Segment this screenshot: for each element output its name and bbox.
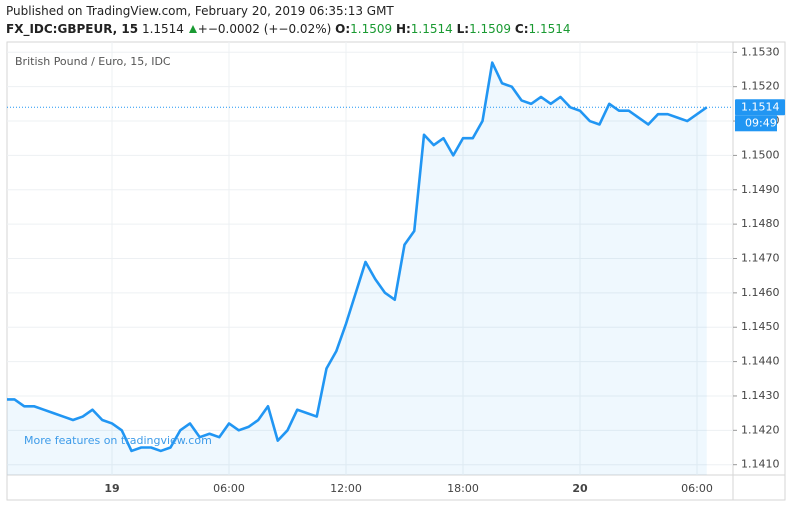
price-tag <box>735 99 785 116</box>
x-tick-label: 19 <box>104 482 119 495</box>
y-tick-label: 1.1450 <box>741 320 780 333</box>
x-tick-label: 06:00 <box>213 482 245 495</box>
y-tick-label: 1.1500 <box>741 148 780 161</box>
up-arrow <box>188 25 197 33</box>
ohlc-label: H: <box>395 22 411 36</box>
countdown-tag <box>735 115 777 132</box>
x-tick-label: 06:00 <box>681 482 713 495</box>
published-line: Published on TradingView.com, February 2… <box>6 4 394 18</box>
y-tick-label: 1.1480 <box>741 217 780 230</box>
countdown-label: 09:49 <box>745 116 777 129</box>
y-tick-label: 1.1470 <box>741 252 780 265</box>
y-tick-label: 1.1430 <box>741 389 780 402</box>
y-tick-label: 1.1420 <box>741 423 780 436</box>
y-tick-label: 1.1530 <box>741 45 780 58</box>
symbol-line: FX_IDC:GBPEUR, 15 1.1514 +−0.0002 (+−0.0… <box>6 22 571 36</box>
price-tag-label: 1.1514 <box>741 100 780 113</box>
x-tick-label: 12:00 <box>330 482 362 495</box>
line <box>7 61 708 453</box>
ohlc: O:1.1509 H:1.1514 L:1.1509 C:1.1514 <box>335 22 570 36</box>
ohlc-label: L: <box>456 22 470 36</box>
y-tick-label: 1.1520 <box>741 80 780 93</box>
ohlc-value: 1.1509 <box>350 22 393 36</box>
y-tick-label: 1.1440 <box>741 355 780 368</box>
y-tick-label: 1.1460 <box>741 286 780 299</box>
y-tick-label: 1.1490 <box>741 183 780 196</box>
ohlc-label: O: <box>335 22 351 36</box>
change: +−0.0002 (+−0.02%) <box>197 22 332 36</box>
x-tick-label: 20 <box>572 482 588 495</box>
ohlc-value: 1.1514 <box>528 22 571 36</box>
symbol: FX_IDC:GBPEUR, 15 <box>6 22 139 36</box>
watermark: More features on tradingview.com <box>24 434 212 447</box>
frame <box>6 41 786 501</box>
area <box>7 62 707 475</box>
chart-title: British Pound / Euro, 15, IDC <box>15 55 171 68</box>
x-tick-label: 18:00 <box>447 482 479 495</box>
ohlc-value: 1.1509 <box>469 22 512 36</box>
ohlc-value: 1.1514 <box>410 22 453 36</box>
y-tick-label: 1.1410 <box>741 458 780 471</box>
ohlc-label: C: <box>514 22 529 36</box>
price: 1.1514 <box>141 22 184 36</box>
